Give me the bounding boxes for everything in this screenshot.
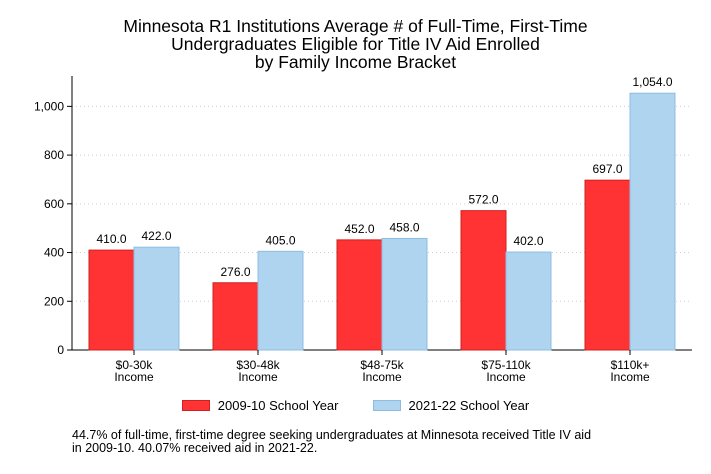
x-tick-label: Income [486,370,526,384]
chart-title: Minnesota R1 Institutions Average # of F… [0,17,711,71]
x-tick-label: Income [114,370,154,384]
x-tick-label: $48-75k [360,358,404,372]
bar-2009-10 [460,210,507,351]
y-tick-label: 800 [44,148,64,162]
data-label: 697.0 [592,162,622,176]
chart-title-line-3: by Family Income Bracket [254,52,457,72]
legend-swatch-2009-10 [181,400,210,411]
x-tick-label: $75-110k [481,358,531,372]
bar-2021-22 [505,251,552,351]
bar-2021-22 [381,237,428,351]
footnote-line-1: 44.7% of full-time, first-time degree se… [72,428,592,442]
bar-2009-10 [584,179,631,351]
bar-2009-10 [336,239,383,351]
data-label: 452.0 [344,222,374,236]
legend-label-2021-22: 2021-22 School Year [408,398,530,413]
legend-item-2009-10: 2009-10 School Year [181,398,339,413]
data-label: 422.0 [141,229,171,243]
y-tick-label: 600 [44,197,64,211]
data-label: 276.0 [220,265,250,279]
y-tick-label: 200 [44,294,64,308]
data-label: 405.0 [265,233,295,247]
bar-2021-22 [629,92,676,351]
x-tick-label: Income [610,370,650,384]
data-label: 410.0 [96,232,126,246]
bar-2009-10 [88,249,135,351]
legend-swatch-2021-22 [372,400,401,411]
bar-2021-22 [133,246,180,351]
y-tick-label: 0 [57,343,64,357]
y-tick-label: 1,000 [34,99,64,113]
x-tick-label: $0-30k [116,358,154,372]
y-tick-label: 400 [44,246,64,260]
legend-item-2021-22: 2021-22 School Year [372,398,530,413]
data-label: 1,054.0 [632,75,672,89]
bar-2009-10 [212,282,259,351]
bar-2021-22 [257,250,304,351]
footnote: 44.7% of full-time, first-time degree se… [72,429,692,455]
footnote-line-2: in 2009-10. 40.07% received aid in 2021-… [72,441,318,455]
x-tick-label: $30-48k [236,358,280,372]
chart-title-line-1: Minnesota R1 Institutions Average # of F… [123,16,588,36]
x-tick-label: $110k+ [611,358,650,372]
legend: 2009-10 School Year 2021-22 School Year [0,398,711,413]
x-tick-label: Income [238,370,278,384]
data-label: 402.0 [513,234,543,248]
x-tick-label: Income [362,370,402,384]
legend-label-2009-10: 2009-10 School Year [217,398,339,413]
data-label: 458.0 [389,220,419,234]
chart-title-line-2: Undergraduates Eligible for Title IV Aid… [171,34,540,54]
data-label: 572.0 [468,193,498,207]
